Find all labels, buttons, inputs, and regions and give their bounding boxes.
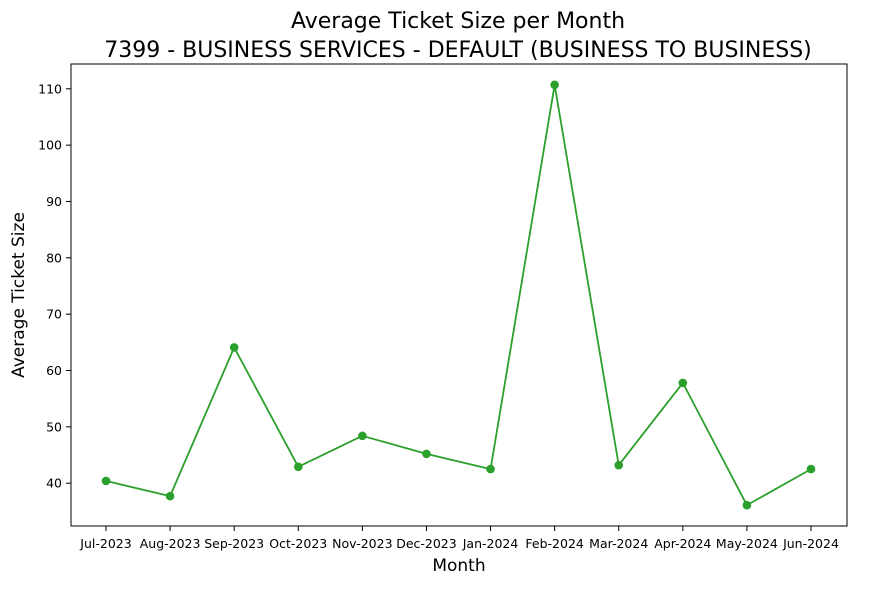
data-point: [101, 476, 111, 486]
x-tick-label: Jun-2024: [782, 536, 839, 551]
data-point: [165, 491, 175, 501]
data-point: [806, 464, 816, 474]
y-tick-label: 110: [38, 81, 62, 96]
y-axis: 40 50 60 70 80 90 100 110: [38, 81, 71, 491]
data-point: [678, 378, 688, 388]
chart-subtitle: 7399 - BUSINESS SERVICES - DEFAULT (BUSI…: [104, 38, 812, 63]
y-tick-label: 60: [46, 363, 62, 378]
y-tick-label: 100: [38, 138, 62, 153]
x-tick-label: Nov-2023: [332, 536, 392, 551]
data-point: [550, 80, 559, 90]
x-tick-label: Mar-2024: [589, 536, 648, 551]
data-point: [614, 460, 624, 470]
data-point: [422, 449, 431, 459]
y-tick-label: 80: [46, 250, 62, 265]
x-tick-label: Jan-2024: [462, 536, 519, 551]
plot-area: [70, 63, 848, 527]
data-point: [742, 500, 752, 510]
x-tick-label: Sep-2023: [204, 536, 264, 551]
x-tick-label: Aug-2023: [140, 536, 201, 551]
series-layer: [101, 80, 816, 510]
x-tick-label: Feb-2024: [525, 536, 584, 551]
chart-title: Average Ticket Size per Month: [291, 9, 625, 34]
x-tick-label: Oct-2023: [269, 536, 327, 551]
x-axis: Jul-2023 Aug-2023 Sep-2023 Oct-2023 Nov-2023…: [79, 526, 839, 551]
data-point: [358, 431, 367, 441]
x-tick-label: May-2024: [716, 536, 778, 551]
x-tick-label: Jul-2023: [79, 536, 131, 551]
y-tick-label: 50: [46, 419, 62, 434]
y-axis-label: Average Ticket Size: [9, 212, 29, 378]
data-point: [229, 343, 239, 352]
x-axis-label: Month: [432, 556, 485, 576]
data-point: [293, 462, 303, 472]
y-tick-label: 40: [46, 476, 62, 491]
data-point: [486, 464, 495, 474]
x-tick-label: Apr-2024: [654, 536, 711, 551]
y-tick-label: 90: [46, 194, 62, 209]
series-line: [105, 83, 812, 507]
y-tick-label: 70: [46, 307, 62, 322]
x-tick-label: Dec-2023: [396, 536, 457, 551]
